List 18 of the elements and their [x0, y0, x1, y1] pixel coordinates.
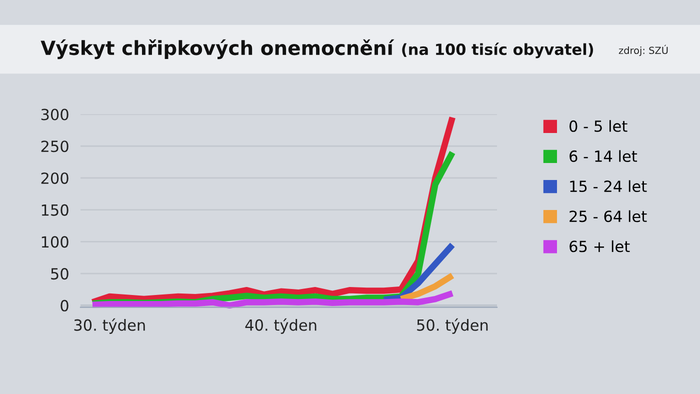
legend-label: 15 - 24 let — [570, 180, 647, 192]
legend-label: 0 - 5 let — [570, 120, 628, 132]
y-tick-label: 50 — [51, 268, 68, 280]
text: zdroj: SZÚ — [618, 44, 668, 56]
y-tick-label: 200 — [41, 172, 68, 184]
y-tick-label: 250 — [41, 140, 68, 152]
y-tick-label: 300 — [41, 108, 68, 120]
legend-label: 6 - 14 let — [570, 150, 638, 162]
legend-label: 65 + let — [570, 240, 630, 252]
x-tick-label: 40. týden — [245, 318, 316, 334]
y-tick-label: 100 — [42, 236, 68, 248]
chart-subtitle: (na 100 tisíc obyvatel) — [402, 42, 594, 58]
y-tick-label: 0 — [60, 300, 68, 312]
y-tick-label: 150 — [42, 204, 68, 216]
x-tick-label: 50. týden — [417, 318, 488, 334]
x-tick-label: 30. týden — [74, 318, 145, 334]
chart-title: Výskyt chřipkových onemocnění — [40, 39, 394, 60]
legend-label: 25 - 64 let — [570, 210, 647, 222]
